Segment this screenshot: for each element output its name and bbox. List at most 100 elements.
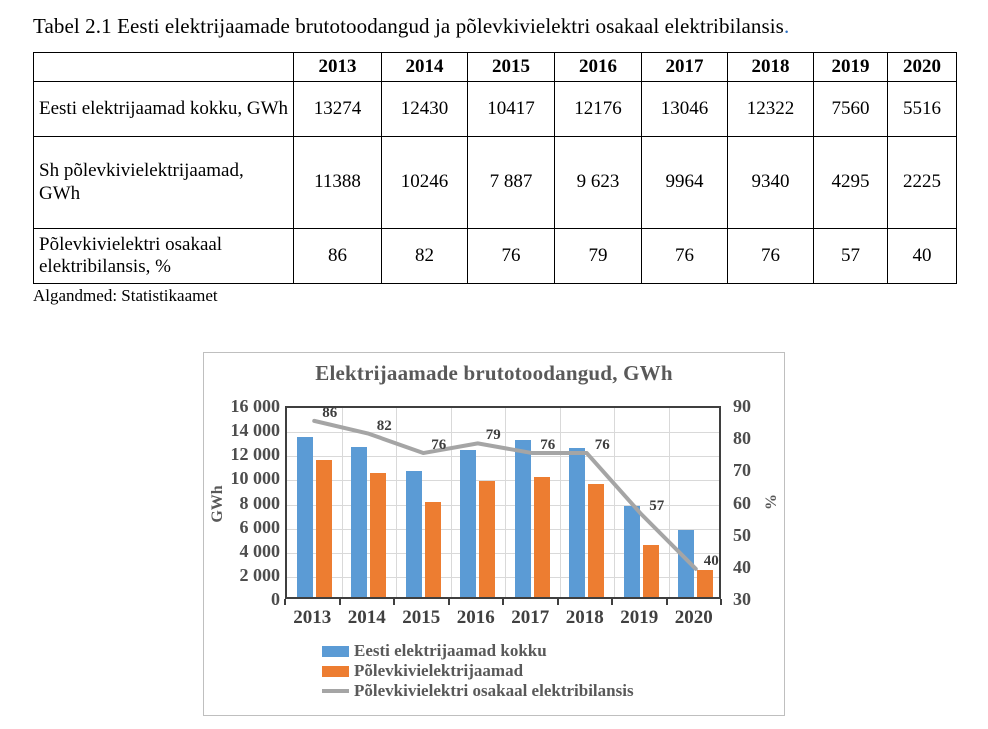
gridline-vertical [668,408,670,597]
line-data-label: 57 [649,498,665,515]
y-tick-label-right: 30 [733,589,751,609]
gridline-vertical [450,408,452,597]
legend-item: Põlevkivielektrijaamad [322,661,634,681]
cell-value: 5516 [887,81,957,137]
legend-item: Eesti elektrijaamad kokku [322,641,634,661]
cell-value: 76 [467,228,555,284]
x-tick-mark [338,599,341,605]
table-corner-cell [33,52,294,82]
cell-value: 4295 [813,136,888,229]
y-tick-label-left: 0 [271,589,280,609]
bar-oilshale [588,484,605,597]
y-tick-label-right: 80 [733,428,751,449]
bar-total [405,471,422,597]
y-tick-label-right: 90 [733,396,751,416]
bar-total [569,448,586,597]
chart-legend: Eesti elektrijaamad kokku Põlevkivielektr… [322,641,634,701]
gridline-vertical [559,408,561,597]
bar-oilshale [479,480,496,597]
legend-label: Põlevkivielektri osakaal elektribilansis [354,681,634,700]
row-label: Sh põlevkivielektrijaamad, GWh [33,136,294,229]
legend-label: Eesti elektrijaamad kokku [354,641,547,660]
table-header-year: 2013 [293,52,382,82]
legend-swatch-bar [322,645,349,657]
cell-value: 9 623 [554,136,642,229]
table-header-year: 2015 [467,52,555,82]
line-data-label: 82 [376,417,392,434]
gridline-horizontal [287,456,719,458]
line-data-label: 40 [703,552,719,569]
y-tick-label-left: 8 000 [239,492,281,513]
row-label: Eesti elektrijaamad kokku, GWh [33,81,294,137]
cell-value: 79 [554,228,642,284]
y-tick-label-left: 6 000 [239,516,281,537]
source-note: Algandmed: Statistikaamet [33,286,218,305]
x-tick-mark [284,599,286,605]
bar-total [678,530,695,597]
y-tick-label-left: 10 000 [230,468,281,489]
bar-total [514,439,531,597]
gridline-horizontal [287,480,719,482]
x-tick-mark [720,599,722,605]
line-data-label: 76 [431,437,447,454]
cell-value: 7560 [813,81,888,137]
x-tick-mark [393,599,395,605]
bar-oilshale [642,545,659,597]
cell-value: 10246 [381,136,468,229]
y-tick-label-left: 12 000 [230,444,281,465]
table-row: Põlevkivielektri osakaal elektribilansis… [33,228,957,284]
line-data-label: 79 [485,427,501,444]
table-header-year: 2017 [641,52,728,82]
legend-item: Põlevkivielektri osakaal elektribilansis [322,681,634,701]
cell-value: 2225 [887,136,957,229]
cell-value: 86 [293,228,382,284]
cell-value: 12430 [381,81,468,137]
table-row: Eesti elektrijaamad kokku, GWh 13274 12430… [33,81,957,137]
cell-value: 76 [727,228,814,284]
y-tick-label-right: 60 [733,492,751,513]
x-tick-mark [447,599,450,605]
line-data-label: 76 [594,437,610,454]
bar-oilshale [370,473,387,597]
line-data-label: 76 [540,437,556,454]
x-tick-label: 2013 [293,607,332,628]
cell-value: 12176 [554,81,642,137]
bar-total [623,505,640,597]
legend-swatch-line [322,689,349,693]
document-title: Tabel 2.1 Eesti elektrijaamade brutotood… [33,14,789,39]
cell-value: 40 [887,228,957,284]
x-tick-label: 2014 [347,607,386,628]
table-header-year: 2018 [727,52,814,82]
document-title-text: Tabel 2.1 Eesti elektrijaamade brutotood… [33,14,784,38]
y-tick-label-right: 50 [733,524,751,545]
bar-oilshale [697,570,714,597]
cell-value: 10417 [467,81,555,137]
chart-title: Elektrijaamade brutotoodangud, GWh [315,361,673,385]
cell-value: 12322 [727,81,814,137]
x-tick-label: 2020 [674,607,713,628]
table-header-year: 2019 [813,52,888,82]
chart: Elektrijaamade brutotoodangud, GWh GWh %… [203,352,785,716]
gridline-horizontal [287,528,719,530]
gridline-horizontal [287,576,719,578]
cell-value: 76 [641,228,728,284]
x-tick-mark [665,599,668,605]
bar-total [351,447,368,597]
x-tick-mark [556,599,559,605]
x-tick-label: 2017 [511,607,550,628]
y-tick-label-left: 16 000 [230,396,281,416]
line-data-label: 86 [322,404,338,421]
cell-value: 13274 [293,81,382,137]
y-tick-label-left: 14 000 [230,420,281,441]
x-tick-label: 2015 [402,607,441,628]
x-tick-mark [611,599,613,605]
table-header-year: 2014 [381,52,468,82]
legend-label: Põlevkivielektrijaamad [354,661,524,680]
gridline-horizontal [287,432,719,434]
row-label: Põlevkivielektri osakaal elektribilansis… [33,228,294,284]
cell-value: 9340 [727,136,814,229]
bar-oilshale [424,501,441,597]
data-table: 2013 2014 2015 2016 2017 2018 2019 2020 Eesti el… [33,52,957,284]
table-header-year: 2020 [887,52,957,82]
